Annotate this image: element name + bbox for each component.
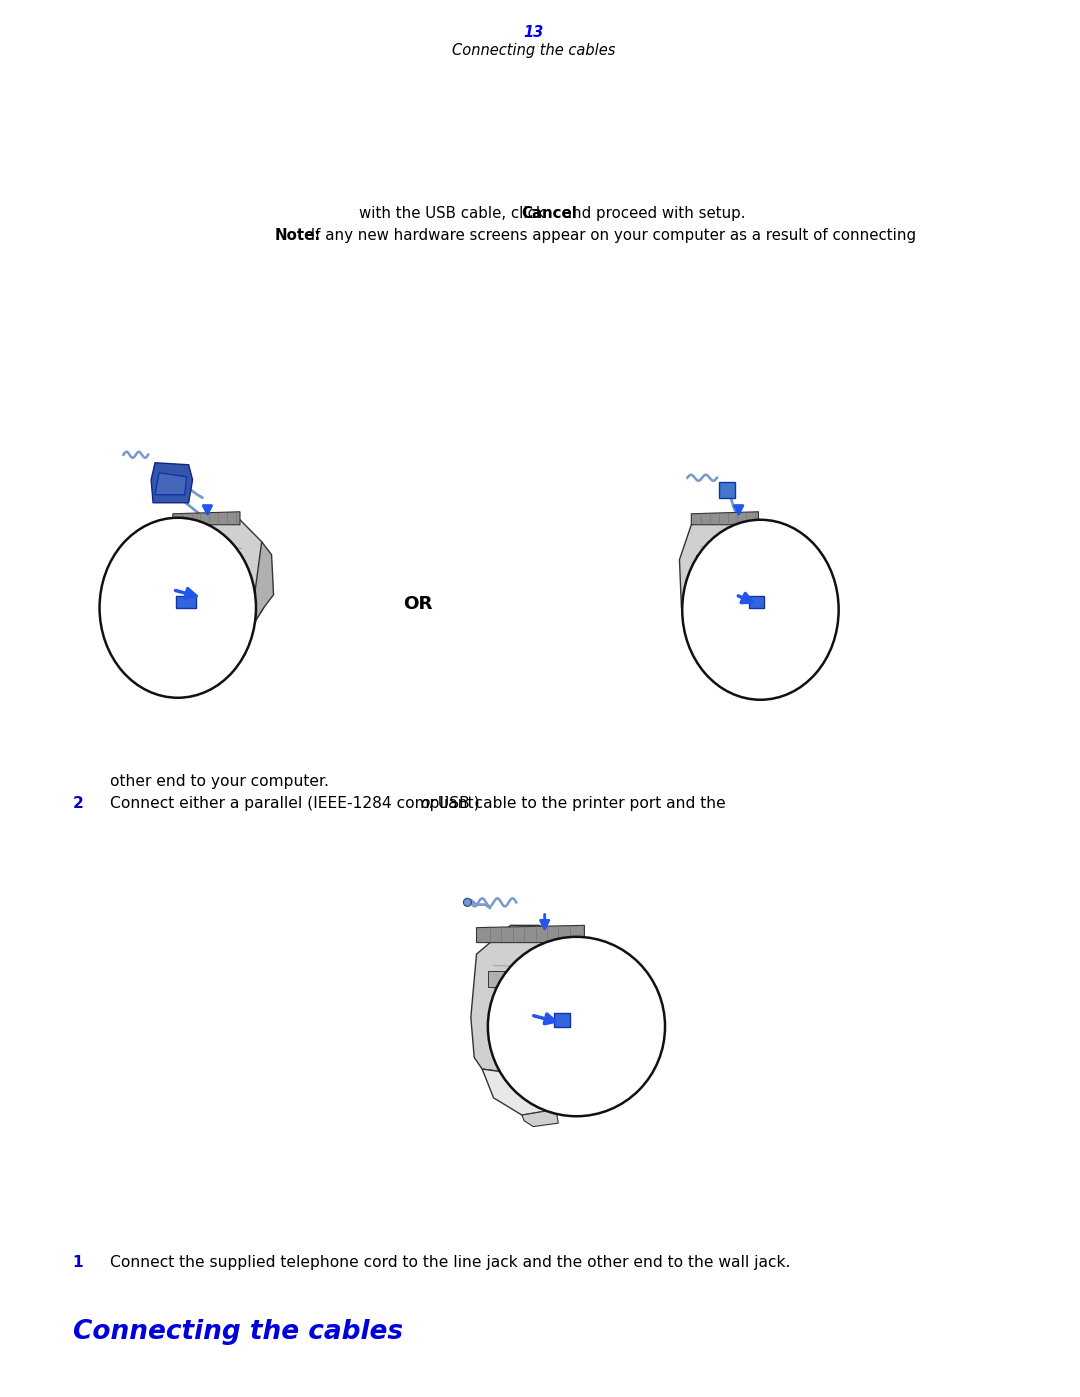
Polygon shape	[719, 482, 734, 497]
Polygon shape	[471, 925, 596, 1081]
Text: with the USB cable, click: with the USB cable, click	[359, 205, 550, 221]
Ellipse shape	[683, 520, 839, 700]
Polygon shape	[476, 925, 584, 943]
Text: other end to your computer.: other end to your computer.	[110, 774, 328, 789]
Circle shape	[463, 898, 471, 907]
Polygon shape	[175, 630, 249, 665]
Ellipse shape	[99, 518, 256, 697]
Text: Connecting the cables: Connecting the cables	[72, 1319, 403, 1345]
Polygon shape	[768, 542, 792, 630]
Polygon shape	[156, 472, 187, 495]
Polygon shape	[693, 630, 768, 665]
FancyBboxPatch shape	[697, 555, 711, 567]
Text: Connect either a parallel (IEEE-1284 compliant): Connect either a parallel (IEEE-1284 com…	[110, 796, 484, 812]
Polygon shape	[554, 1013, 569, 1027]
Polygon shape	[679, 514, 782, 631]
Polygon shape	[151, 462, 192, 503]
Text: and proceed with setup.: and proceed with setup.	[558, 205, 745, 221]
Polygon shape	[567, 983, 607, 1081]
Text: OR: OR	[403, 595, 433, 612]
Text: USB cable to the printer port and the: USB cable to the printer port and the	[433, 796, 726, 812]
Polygon shape	[176, 595, 195, 608]
FancyBboxPatch shape	[248, 587, 255, 594]
Text: Connecting the cables: Connecting the cables	[451, 43, 615, 57]
Text: 13: 13	[523, 25, 543, 39]
Text: or: or	[420, 796, 436, 812]
Polygon shape	[161, 514, 264, 631]
FancyBboxPatch shape	[568, 1007, 578, 1016]
Polygon shape	[173, 511, 240, 525]
Text: 1: 1	[72, 1255, 83, 1270]
Text: 2: 2	[72, 796, 83, 812]
Text: If any new hardware screens appear on your computer as a result of connecting: If any new hardware screens appear on yo…	[307, 228, 916, 243]
Text: Cancel: Cancel	[521, 205, 577, 221]
Polygon shape	[691, 511, 758, 525]
Polygon shape	[482, 1069, 567, 1115]
Polygon shape	[249, 542, 273, 630]
FancyBboxPatch shape	[767, 587, 773, 594]
Polygon shape	[522, 1109, 558, 1126]
Polygon shape	[748, 595, 765, 608]
Circle shape	[488, 937, 665, 1116]
FancyBboxPatch shape	[488, 971, 509, 988]
FancyBboxPatch shape	[178, 555, 192, 567]
Text: Note:: Note:	[275, 228, 322, 243]
Text: Connect the supplied telephone cord to the line jack and the other end to the wa: Connect the supplied telephone cord to t…	[110, 1255, 791, 1270]
